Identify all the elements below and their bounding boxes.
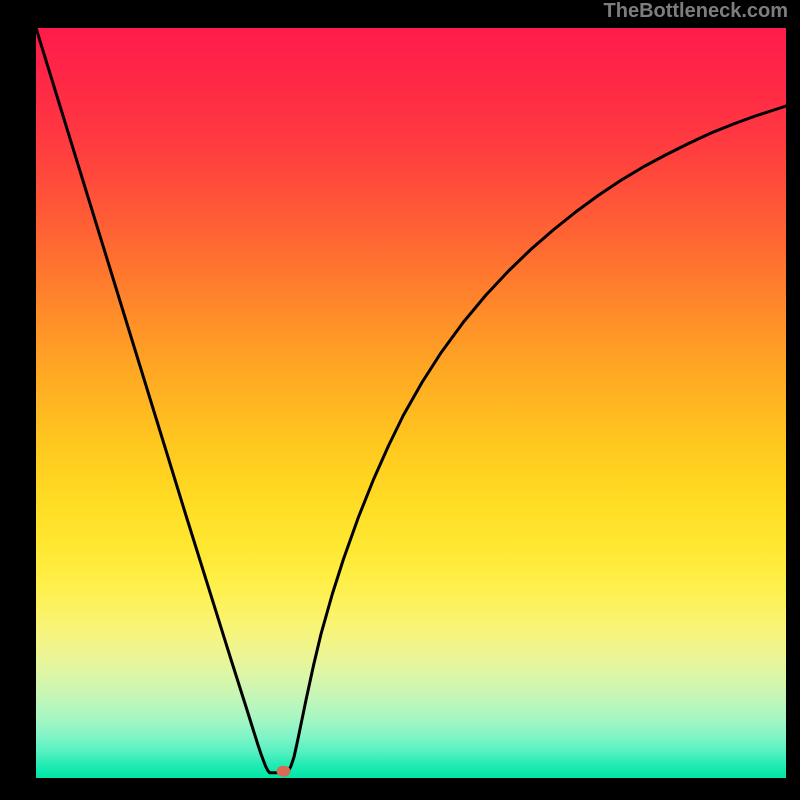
plot-area — [36, 28, 786, 778]
watermark-text: TheBottleneck.com — [604, 0, 788, 23]
chart-container: TheBottleneck.com — [0, 0, 800, 800]
